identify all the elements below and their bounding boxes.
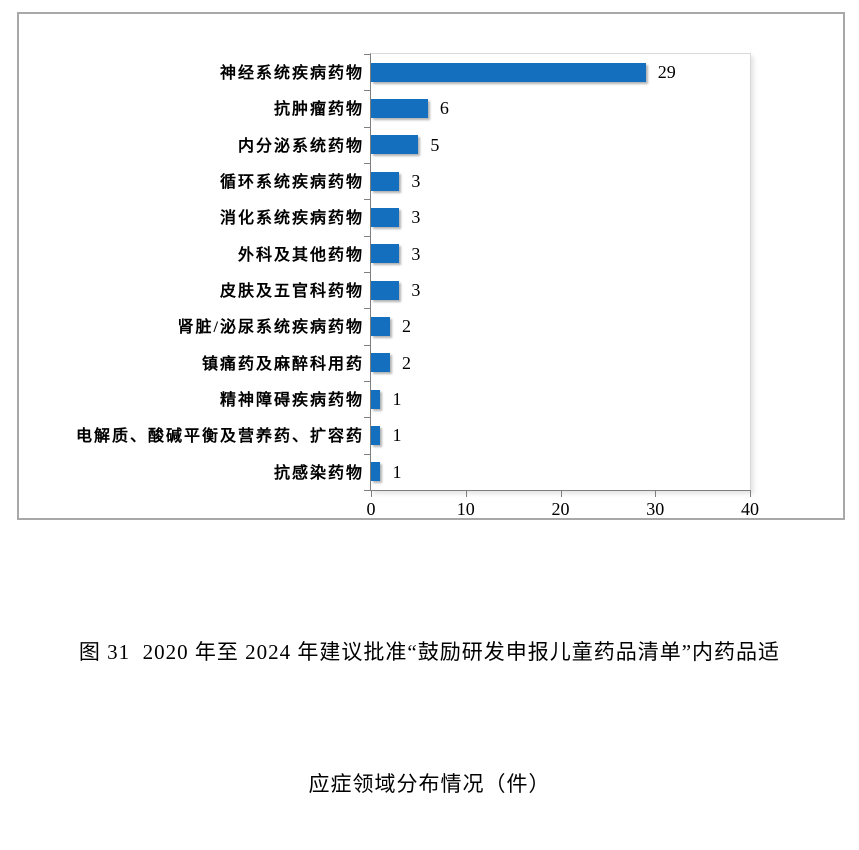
bar-row: 5 <box>371 127 750 163</box>
category-label: 精神障碍疾病药物 <box>219 392 364 410</box>
y-axis-tick <box>364 163 371 164</box>
bar-row: 2 <box>371 308 750 344</box>
y-axis-tick <box>364 272 371 273</box>
caption-line-1: 图 31 2020 年至 2024 年建议批准“鼓励研发申报儿童药品清单”内药品… <box>78 640 781 664</box>
bar <box>371 462 381 482</box>
bar <box>371 316 390 336</box>
x-axis-tick <box>560 490 562 497</box>
category-label: 抗感染药物 <box>273 464 364 482</box>
y-axis-tick <box>364 417 371 419</box>
bar <box>371 135 419 155</box>
x-axis-tick-label: 10 <box>456 499 475 519</box>
y-axis-tick <box>364 199 371 201</box>
figure-canvas: { "chart_data": { "type": "bar", "orient… <box>17 12 845 796</box>
category-label: 抗肿瘤药物 <box>273 101 364 119</box>
category-label: 皮肤及五官科药物 <box>219 283 364 301</box>
y-axis-tick <box>364 235 371 237</box>
x-axis-tick <box>655 490 657 497</box>
chart-frame: 神经系统疾病药物抗肿瘤药物内分泌系统药物循环系统疾病药物 消化系统疾病药物外科及其… <box>17 12 845 520</box>
plot-area: 29 6 5 3 3 3 3 2 2 1 1 1 0 10 20 30 40 <box>364 53 759 518</box>
x-axis-tick-label: 0 <box>366 499 376 519</box>
bar-value-label: 1 <box>392 425 402 446</box>
category-label: 循环系统疾病药物 <box>219 174 364 192</box>
category-label: 镇痛药及麻醉科用药 <box>201 355 364 373</box>
bar <box>371 98 428 118</box>
x-axis-tick <box>750 490 751 497</box>
bar-value-label: 3 <box>411 171 421 192</box>
caption-line-2: 应症领域分布情况（件） <box>308 772 551 796</box>
category-axis-labels: 神经系统疾病药物抗肿瘤药物内分泌系统药物循环系统疾病药物 消化系统疾病药物外科及其… <box>27 53 364 489</box>
bar-value-label: 3 <box>411 207 421 228</box>
bar-row: 1 <box>371 454 750 490</box>
x-axis-tick-label: 40 <box>741 499 759 519</box>
x-axis-tick-label: 30 <box>646 499 665 519</box>
y-axis-tick <box>364 453 371 455</box>
bar-row: 3 <box>371 272 750 308</box>
bar <box>371 280 400 300</box>
bar-value-label: 6 <box>439 98 449 119</box>
y-axis-tick <box>364 90 371 92</box>
category-label: 外科及其他药物 <box>237 246 364 264</box>
bar-row: 3 <box>371 236 750 272</box>
bar-row: 1 <box>371 381 750 417</box>
category-label: 肾脏/泌尿系统疾病药物 <box>177 319 364 337</box>
bar-row: 3 <box>371 163 750 199</box>
category-label: 电解质、酸碱平衡及营养药、扩容药 <box>75 428 364 446</box>
bar <box>371 389 381 409</box>
y-axis-tick <box>364 126 371 128</box>
y-axis-tick <box>364 54 371 55</box>
category-label: 内分泌系统药物 <box>237 137 364 155</box>
bar <box>371 425 381 445</box>
bar-value-label: 2 <box>401 352 411 373</box>
bar <box>371 62 646 82</box>
bar <box>371 244 400 264</box>
bar-value-label: 2 <box>401 316 411 337</box>
y-axis-tick <box>364 490 371 491</box>
figure-caption: 图 31 2020 年至 2024 年建议批准“鼓励研发申报儿童药品清单”内药品… <box>0 542 859 850</box>
category-label: 神经系统疾病药物 <box>219 65 364 83</box>
bar-row: 1 <box>371 417 750 453</box>
bar-row: 6 <box>371 90 750 126</box>
x-axis-tick <box>371 490 372 497</box>
bar-row: 3 <box>371 199 750 235</box>
x-axis-tick-label: 20 <box>551 499 570 519</box>
bar-rows: 29 6 5 3 3 3 3 2 2 1 1 1 <box>371 54 750 490</box>
bar-value-label: 29 <box>657 62 676 83</box>
bar-value-label: 3 <box>411 280 421 301</box>
x-axis-tick <box>465 490 467 497</box>
y-axis-tick <box>364 381 371 382</box>
y-axis-tick <box>364 344 371 346</box>
bar-value-label: 5 <box>430 134 440 155</box>
bar <box>371 353 390 373</box>
bar-row: 29 <box>371 54 750 90</box>
bar-value-label: 1 <box>392 389 402 410</box>
y-axis-tick <box>364 308 371 310</box>
bar <box>371 171 400 191</box>
bar-row: 2 <box>371 345 750 381</box>
bar-value-label: 1 <box>392 461 402 482</box>
bar <box>371 207 400 227</box>
category-label: 消化系统疾病药物 <box>219 210 364 228</box>
bar-value-label: 3 <box>411 243 421 264</box>
